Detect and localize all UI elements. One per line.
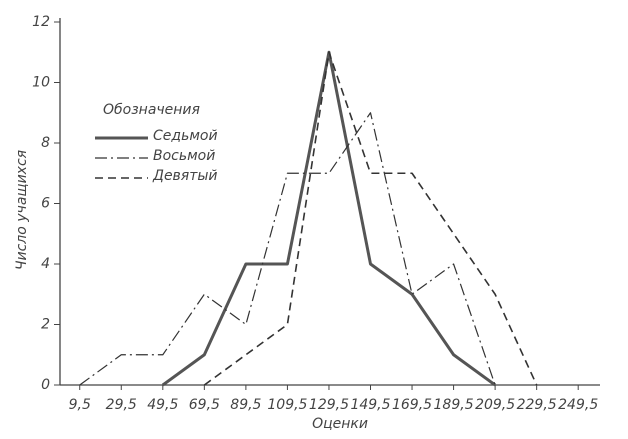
y-tick-label: 4 [41, 256, 50, 272]
x-tick-label: 129,5 [309, 397, 349, 413]
x-tick-label: 29,5 [106, 397, 137, 413]
x-tick-label: 209,5 [475, 397, 515, 413]
y-tick-label: 0 [41, 377, 50, 393]
y-tick-label: 2 [41, 317, 50, 333]
x-tick-label: 249,5 [558, 397, 598, 413]
x-tick-label: 229,5 [517, 397, 557, 413]
x-tick-label: 169,5 [392, 397, 432, 413]
series-line [79, 112, 496, 386]
legend-label: Девятый [152, 168, 218, 184]
x-tick-label: 9,5 [69, 397, 91, 413]
y-tick-label: 8 [41, 135, 50, 151]
x-tick-label: 189,5 [434, 397, 474, 413]
legend-label: Восьмой [153, 148, 215, 164]
legend-title: Обозначения [103, 102, 200, 118]
x-axis-label: Оценки [312, 416, 368, 432]
x-tick-label: 109,5 [267, 397, 307, 413]
y-tick-label: 12 [32, 14, 50, 30]
y-tick-label: 10 [32, 75, 50, 91]
x-tick-label: 49,5 [147, 397, 178, 413]
legend-label: Седьмой [153, 128, 218, 144]
x-tick-label: 149,5 [350, 397, 390, 413]
series-line [161, 50, 496, 387]
x-tick-label: 89,5 [230, 397, 261, 413]
y-tick-label: 6 [41, 196, 50, 212]
y-axis-label: Число учащихся [14, 150, 30, 270]
series-line [203, 51, 538, 386]
x-tick-label: 69,5 [189, 397, 220, 413]
